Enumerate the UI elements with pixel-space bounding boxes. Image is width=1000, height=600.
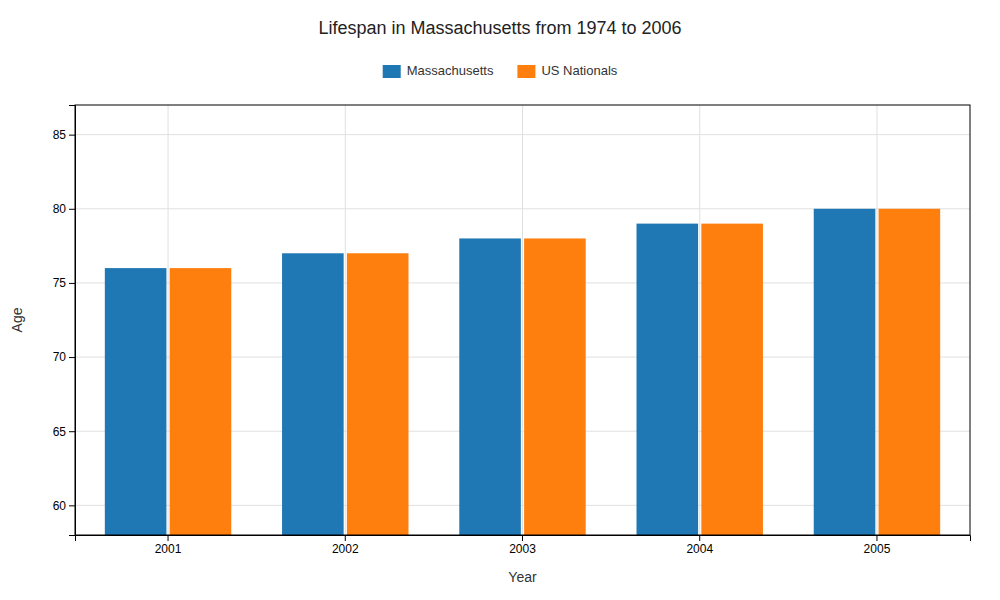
y-tick: 70 (53, 350, 75, 364)
tick-mark (345, 535, 346, 541)
tick-label: 85 (53, 128, 67, 142)
chart-title: Lifespan in Massachusetts from 1974 to 2… (318, 18, 681, 38)
legend-item: US Nationals (517, 63, 617, 78)
tick-mark (69, 283, 75, 284)
grid-line (345, 105, 346, 535)
x-axis: 2001 2002 2003 2004 2005 (76, 535, 971, 556)
grid-line (522, 105, 523, 535)
bar (814, 209, 876, 535)
x-tick: 2003 (509, 535, 536, 556)
y-axis-title: Age (9, 307, 25, 332)
bar (347, 253, 409, 535)
bar (459, 238, 521, 535)
bar (282, 253, 344, 535)
tick-label: 80 (53, 202, 67, 216)
x-tick: 2002 (332, 535, 359, 556)
legend-item: Massachusetts (383, 63, 494, 78)
bar (524, 238, 586, 535)
tick-label: 2003 (509, 542, 536, 556)
tick-label: 2004 (686, 542, 713, 556)
y-tick: 65 (53, 425, 75, 439)
tick-mark (699, 535, 700, 541)
bar (879, 209, 941, 535)
axis-line (69, 106, 76, 536)
legend: Massachusetts US Nationals (383, 63, 618, 78)
tick-mark (69, 357, 75, 358)
x-tick: 2001 (155, 535, 182, 556)
tick-label: 65 (53, 425, 67, 439)
plot-frame (75, 105, 970, 535)
axis-line (76, 536, 971, 542)
x-tick: 2004 (686, 535, 713, 556)
bar-series (105, 209, 876, 535)
bar (701, 224, 763, 535)
bar (637, 224, 699, 535)
tick-mark (522, 535, 523, 541)
tick-label: 2005 (864, 542, 891, 556)
legend-swatch (383, 65, 401, 78)
tick-mark (69, 431, 75, 432)
grid-line (699, 105, 700, 535)
legend-label: Massachusetts (407, 63, 494, 78)
tick-mark (69, 135, 75, 136)
bars (105, 209, 940, 535)
tick-mark (168, 535, 169, 541)
tick-mark (69, 209, 75, 210)
bar (170, 268, 232, 535)
tick-mark (876, 535, 877, 541)
tick-label: 2002 (332, 542, 359, 556)
x-tick: 2005 (864, 535, 891, 556)
y-tick: 75 (53, 276, 75, 290)
grid (75, 105, 970, 535)
tick-mark (69, 505, 75, 506)
tick-label: 2001 (155, 542, 182, 556)
x-axis-title: Year (508, 569, 537, 585)
bar-series (170, 209, 941, 535)
chart: 2001 2002 2003 2004 2005 60 65 70 75 80 85 Year Age L… (0, 0, 1000, 600)
grid-line (876, 105, 877, 535)
legend-swatch (517, 65, 535, 78)
bar (105, 268, 167, 535)
y-axis: 60 65 70 75 80 85 (53, 106, 76, 536)
tick-label: 75 (53, 276, 67, 290)
tick-label: 60 (53, 499, 67, 513)
y-tick: 80 (53, 202, 75, 216)
grid-line (168, 105, 169, 535)
y-tick: 85 (53, 128, 75, 142)
y-tick: 60 (53, 499, 75, 513)
legend-label: US Nationals (541, 63, 617, 78)
tick-label: 70 (53, 350, 67, 364)
plot-area: 2001 2002 2003 2004 2005 60 65 70 75 80 85 (53, 105, 971, 556)
